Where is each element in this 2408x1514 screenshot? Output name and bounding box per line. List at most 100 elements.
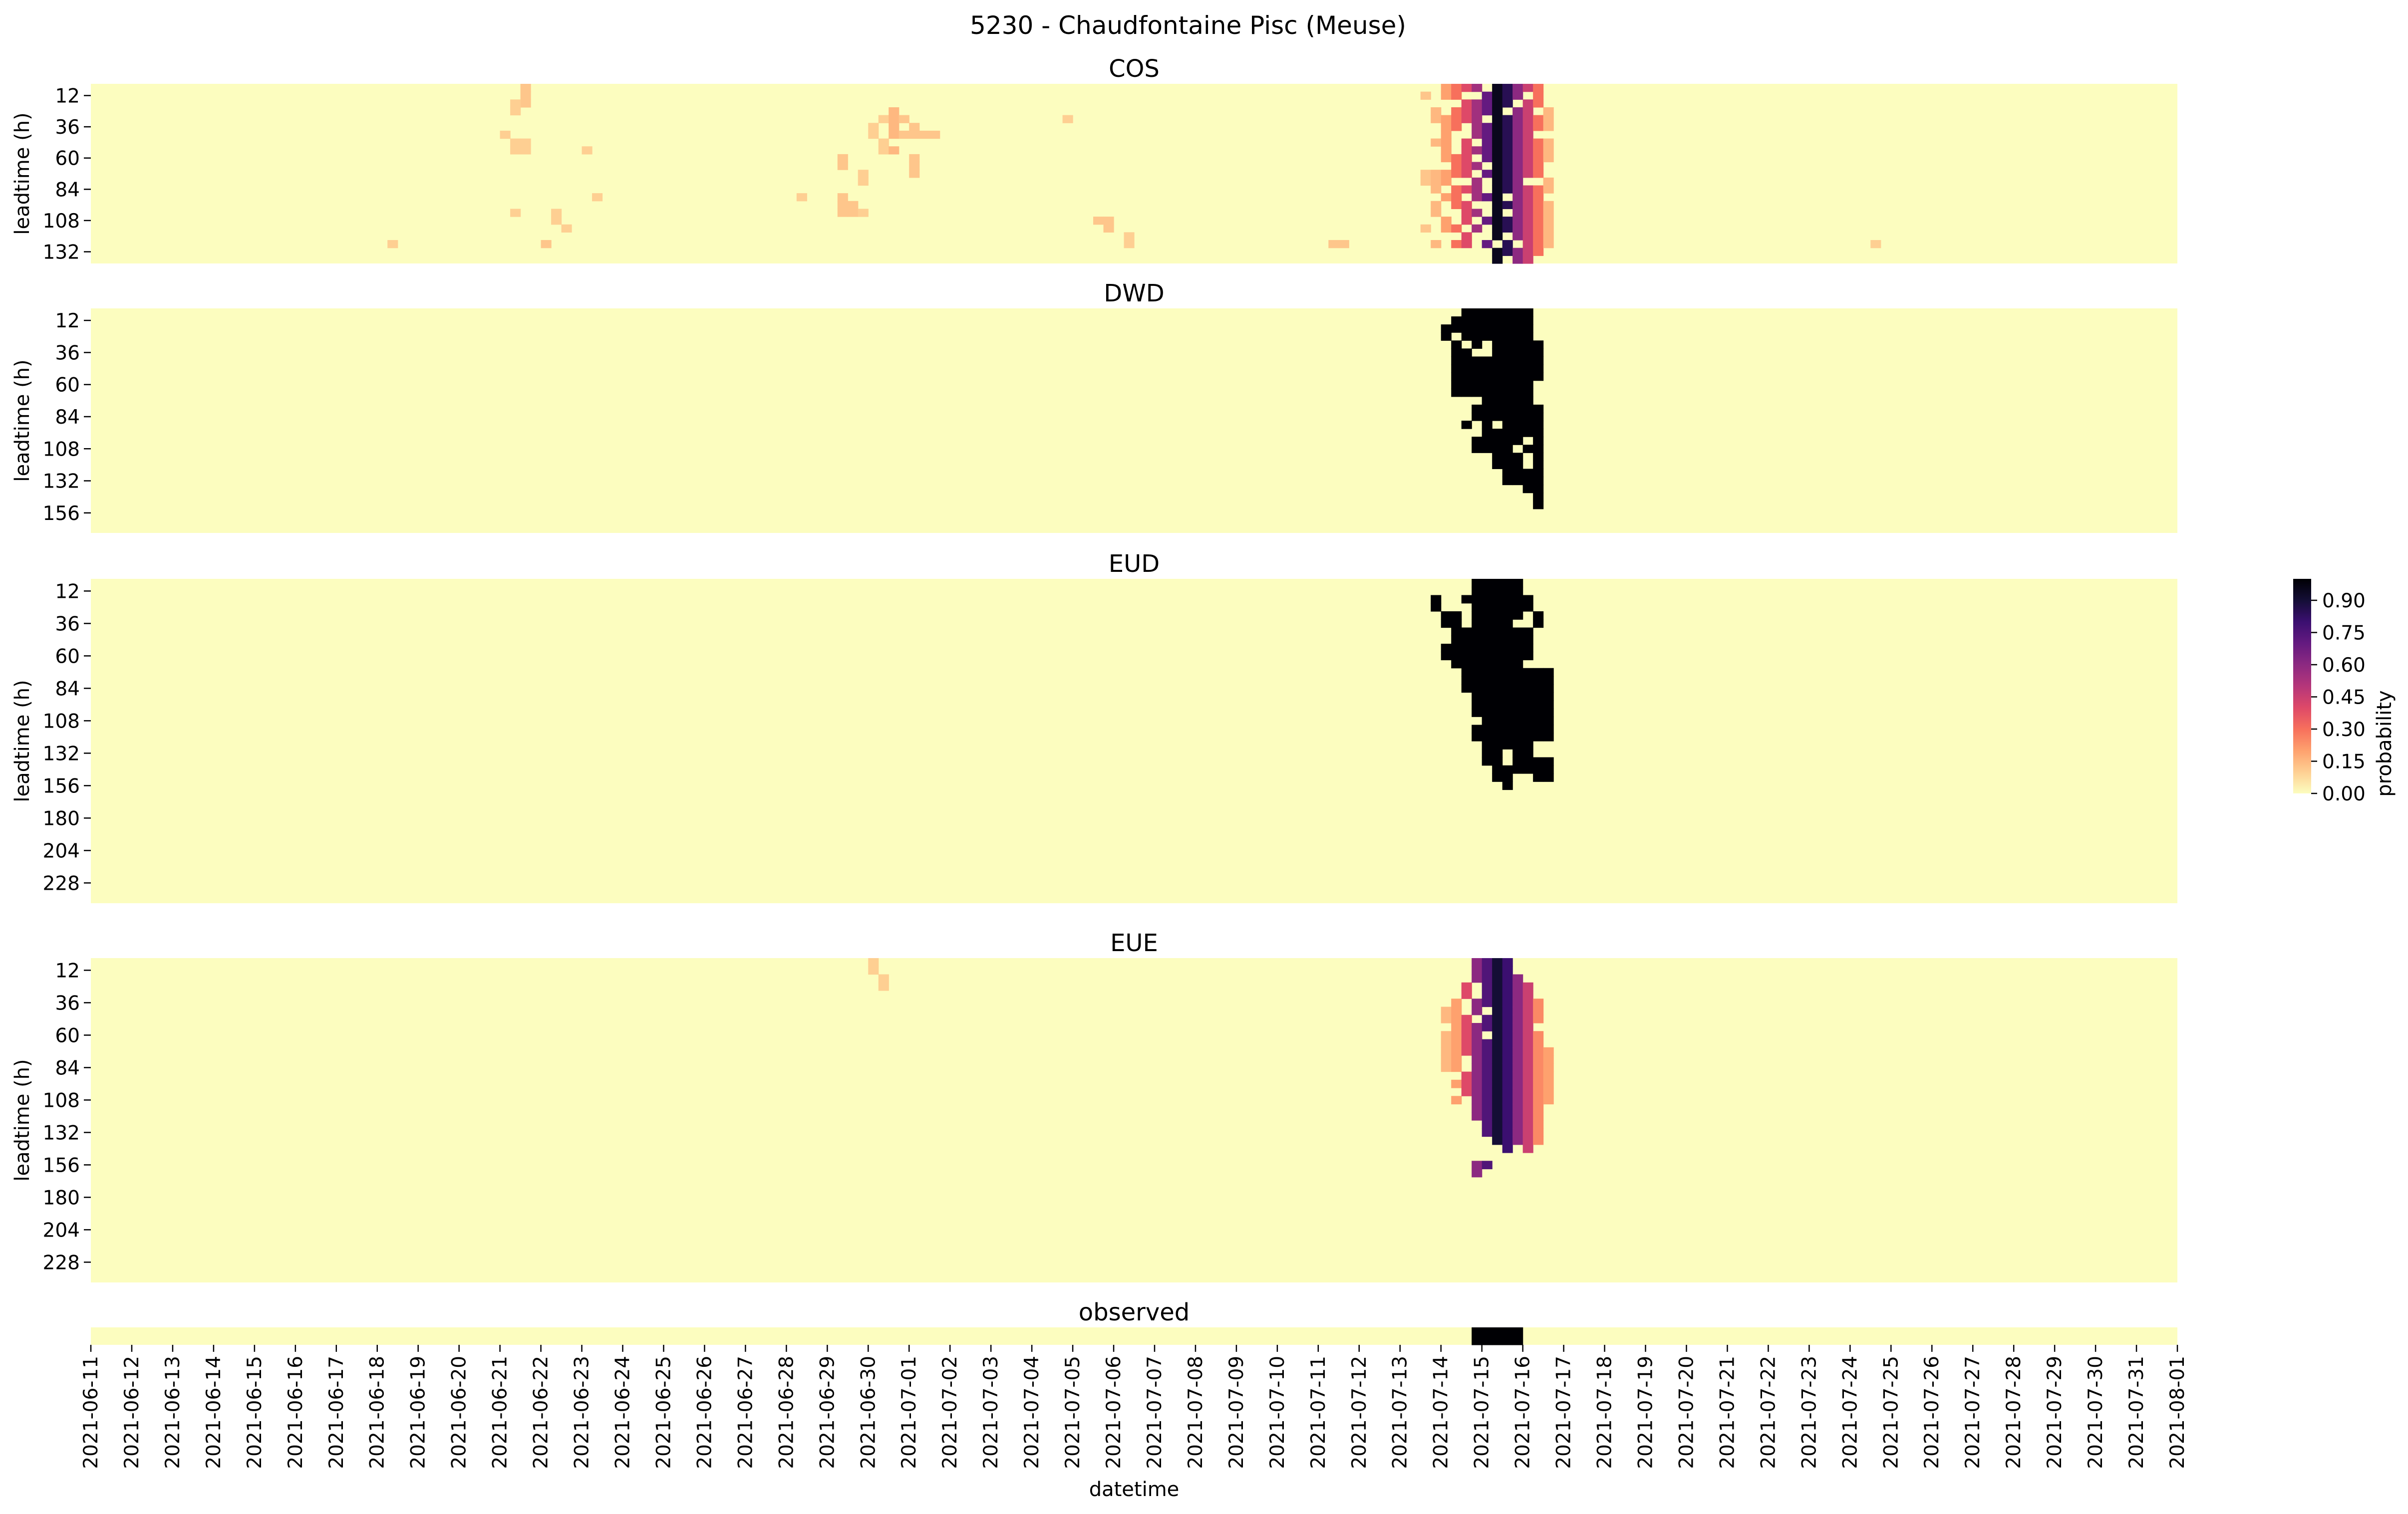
heatmap-cell xyxy=(1502,91,1513,100)
heatmap-cell xyxy=(1502,324,1513,333)
heatmap-cell xyxy=(1472,388,1483,397)
heatmap-cell xyxy=(1502,700,1513,709)
heatmap-cell xyxy=(1522,733,1533,742)
heatmap-cell xyxy=(1461,652,1472,661)
heatmap-cell xyxy=(1533,91,1544,100)
heatmap-cell xyxy=(1512,741,1523,750)
heatmap-cell xyxy=(1512,676,1523,685)
y-tick-label: 156 xyxy=(43,1154,80,1177)
heatmap-cell xyxy=(1522,429,1533,437)
heatmap-cell xyxy=(1482,1161,1493,1170)
heatmap-cell xyxy=(1502,445,1513,453)
heatmap-cell xyxy=(1482,1014,1493,1023)
heatmap-cell xyxy=(1543,107,1554,116)
heatmap-cell xyxy=(1512,162,1523,170)
heatmap-cell xyxy=(1472,1104,1483,1113)
heatmap-cell xyxy=(1492,1136,1503,1145)
heatmap-cell xyxy=(1451,193,1462,202)
heatmap-cell xyxy=(848,201,859,210)
heatmap-cell xyxy=(878,115,889,123)
heatmap-cell xyxy=(1492,412,1503,421)
heatmap-cell xyxy=(1472,627,1483,636)
heatmap-cell xyxy=(1522,595,1533,604)
heatmap-cell xyxy=(1512,461,1523,470)
heatmap-cell xyxy=(878,138,889,147)
heatmap-cell xyxy=(1472,404,1483,413)
heatmap-cell xyxy=(1512,123,1523,131)
heatmap-cell xyxy=(1543,692,1554,701)
heatmap-cell xyxy=(1451,1039,1462,1048)
heatmap-cell xyxy=(1522,991,1533,999)
x-tick-label: 2021-06-13 xyxy=(162,1356,184,1469)
heatmap-cell xyxy=(1492,1007,1503,1015)
heatmap-cell xyxy=(1533,185,1544,194)
heatmap-cell xyxy=(1502,1055,1513,1064)
heatmap-cell xyxy=(1522,364,1533,373)
heatmap-cell xyxy=(1103,217,1114,225)
heatmap-cell xyxy=(1502,676,1513,685)
heatmap-cell xyxy=(909,123,920,131)
x-tick-label: 2021-06-29 xyxy=(816,1356,839,1469)
heatmap-cell xyxy=(1472,84,1483,92)
heatmap-cell xyxy=(1461,170,1472,178)
y-axis-label: leadtime (h) xyxy=(11,359,34,482)
heatmap-cell xyxy=(1472,958,1483,967)
heatmap-cell xyxy=(1431,240,1442,249)
heatmap-cell xyxy=(1512,1079,1523,1088)
panel-title: COS xyxy=(1109,55,1160,83)
x-tick-label: 2021-06-27 xyxy=(734,1356,757,1469)
y-tick-label: 60 xyxy=(55,148,80,170)
heatmap-cell xyxy=(899,130,909,139)
heatmap-cell xyxy=(1441,324,1452,333)
heatmap-cell xyxy=(1472,676,1483,685)
heatmap-cell xyxy=(1533,477,1544,486)
heatmap-cell xyxy=(1492,170,1503,178)
heatmap-cell xyxy=(1543,1096,1554,1105)
heatmap-cell xyxy=(1492,619,1503,628)
heatmap-cell xyxy=(1062,115,1073,123)
heatmap-cell xyxy=(1533,1104,1544,1113)
y-tick-label: 204 xyxy=(43,1219,80,1242)
heatmap-cell xyxy=(387,240,398,249)
heatmap-cell xyxy=(1492,635,1503,644)
heatmap-cell xyxy=(1512,380,1523,389)
heatmap-cell xyxy=(1472,316,1483,325)
heatmap-cell xyxy=(1512,1088,1523,1096)
heatmap-cell xyxy=(1543,201,1554,210)
heatmap-cell xyxy=(1472,966,1483,975)
x-tick-label: 2021-07-30 xyxy=(2085,1356,2107,1469)
heatmap-cell xyxy=(1543,138,1554,147)
heatmap-cell xyxy=(1502,1047,1513,1056)
heatmap-cell xyxy=(1461,421,1472,429)
x-tick-label: 2021-06-15 xyxy=(244,1356,266,1469)
heatmap-cell xyxy=(1451,324,1462,333)
heatmap-cell xyxy=(1502,461,1513,470)
heatmap-cell xyxy=(1533,1079,1544,1088)
heatmap-cell xyxy=(1482,429,1493,437)
heatmap-cell xyxy=(1512,579,1523,587)
heatmap-cell xyxy=(1472,974,1483,983)
heatmap-cell xyxy=(1512,717,1523,726)
heatmap-cell xyxy=(1472,660,1483,669)
x-tick-label: 2021-07-02 xyxy=(939,1356,961,1469)
heatmap-cell xyxy=(1502,668,1513,677)
heatmap-cell xyxy=(1502,991,1513,999)
heatmap-cell xyxy=(1492,1055,1503,1064)
heatmap-cell xyxy=(1472,177,1483,186)
heatmap-cell xyxy=(1522,404,1533,413)
heatmap-cell xyxy=(1522,1063,1533,1072)
heatmap-cell xyxy=(1492,99,1503,108)
x-tick-label: 2021-07-22 xyxy=(1757,1356,1780,1469)
heatmap-cell xyxy=(1461,627,1472,636)
heatmap-cell xyxy=(1533,485,1544,494)
heatmap-cell xyxy=(1492,185,1503,194)
heatmap-cell xyxy=(1512,308,1523,317)
heatmap-cell xyxy=(1431,107,1442,116)
heatmap-cell xyxy=(1502,958,1513,967)
heatmap-cell xyxy=(1533,201,1544,210)
heatmap-cell xyxy=(1533,240,1544,249)
heatmap-cell xyxy=(1482,91,1493,100)
heatmap-cell xyxy=(541,240,552,249)
heatmap-cell xyxy=(1420,177,1431,186)
heatmap-cell xyxy=(1472,115,1483,123)
